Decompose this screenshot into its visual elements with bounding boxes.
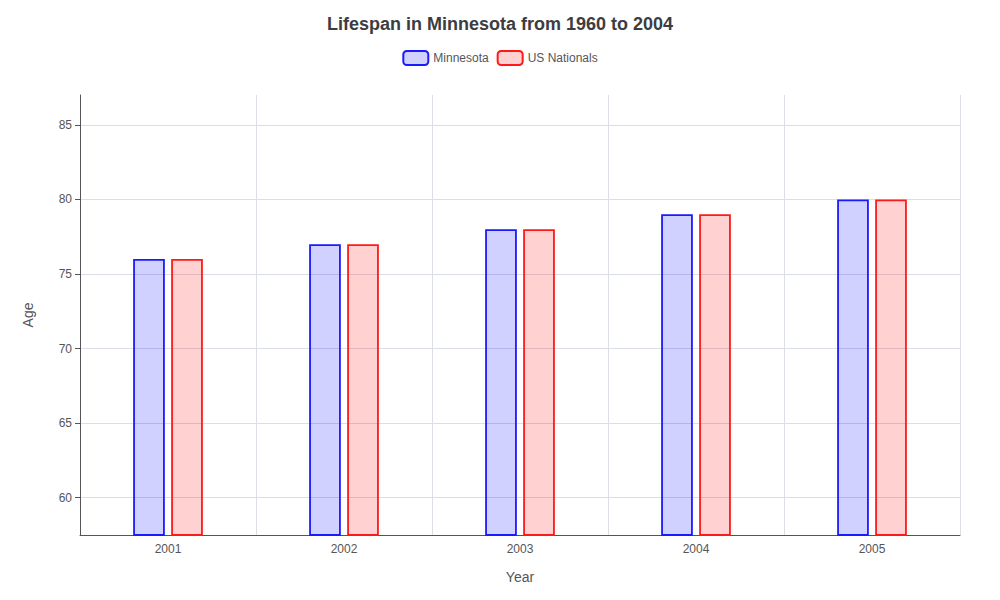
svg-text:85: 85: [59, 118, 73, 132]
svg-text:Age: Age: [20, 302, 36, 327]
svg-text:Minnesota: Minnesota: [433, 51, 489, 65]
svg-text:2001: 2001: [155, 542, 182, 556]
svg-text:60: 60: [59, 491, 73, 505]
svg-text:2004: 2004: [683, 542, 710, 556]
svg-text:75: 75: [59, 267, 73, 281]
svg-text:70: 70: [59, 342, 73, 356]
svg-text:US Nationals: US Nationals: [528, 51, 598, 65]
svg-text:80: 80: [59, 192, 73, 206]
svg-text:65: 65: [59, 416, 73, 430]
svg-text:Lifespan in Minnesota from 196: Lifespan in Minnesota from 1960 to 2004: [327, 14, 673, 34]
svg-text:2002: 2002: [331, 542, 358, 556]
svg-text:Year: Year: [506, 569, 535, 585]
svg-text:2003: 2003: [507, 542, 534, 556]
svg-text:2005: 2005: [859, 542, 886, 556]
